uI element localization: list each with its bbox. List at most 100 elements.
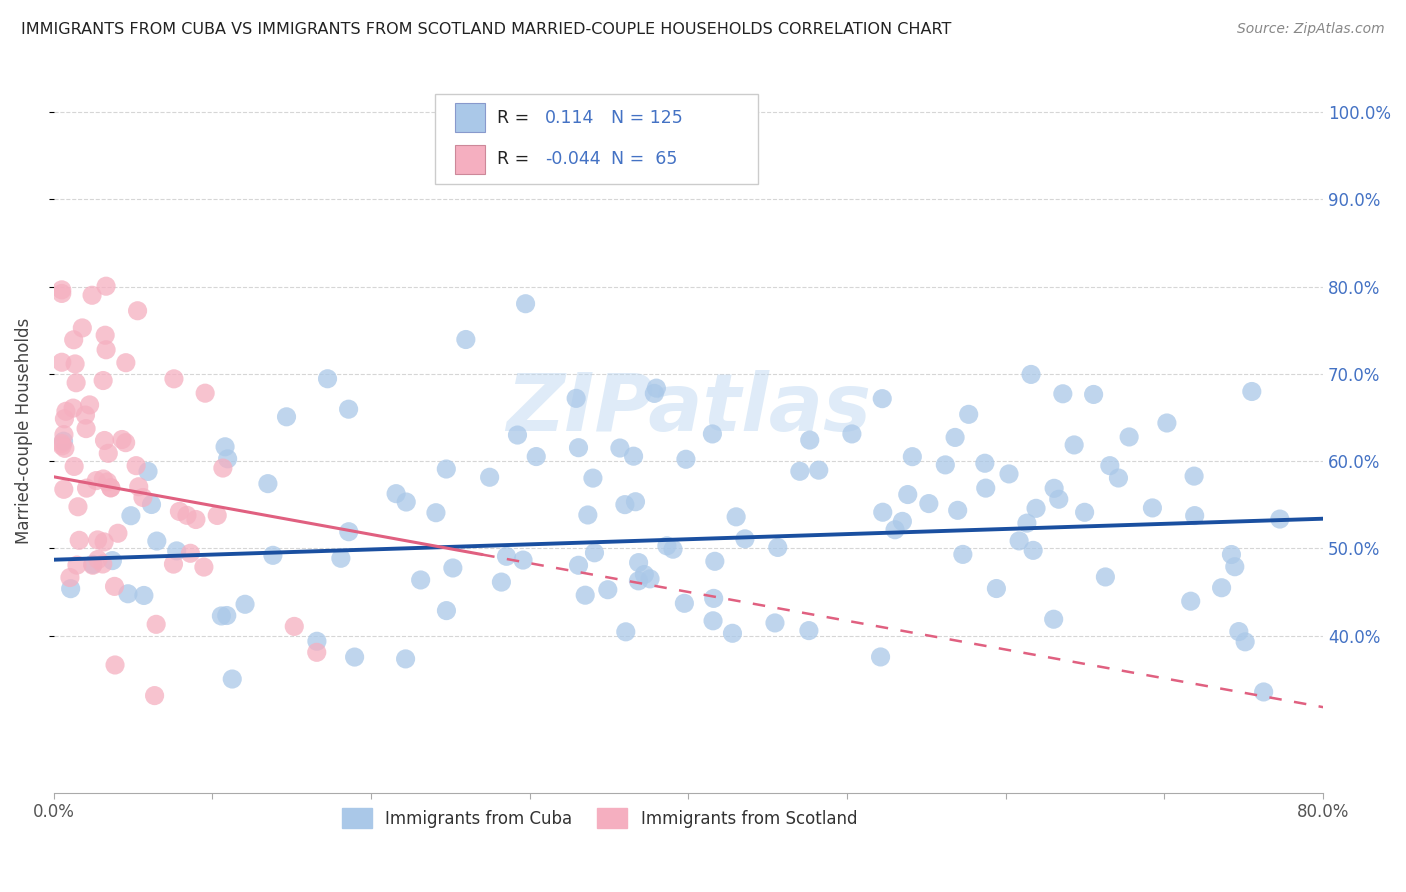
Point bbox=[94, 343, 117, 357]
Point bbox=[478, 470, 501, 484]
Point bbox=[100, 481, 122, 495]
Point bbox=[721, 626, 744, 640]
Point bbox=[128, 480, 150, 494]
Text: -0.044: -0.044 bbox=[546, 150, 600, 169]
Point bbox=[643, 386, 665, 401]
Point bbox=[75, 422, 97, 436]
Point bbox=[53, 442, 76, 456]
Point bbox=[567, 441, 589, 455]
Point bbox=[1182, 469, 1205, 483]
Point bbox=[305, 645, 328, 659]
Point bbox=[91, 557, 114, 571]
Point bbox=[72, 321, 94, 335]
Point bbox=[66, 500, 89, 514]
Point bbox=[51, 286, 73, 301]
FancyBboxPatch shape bbox=[456, 145, 485, 174]
Point bbox=[194, 386, 217, 401]
Point bbox=[101, 553, 124, 567]
Point bbox=[169, 504, 191, 518]
Point bbox=[703, 591, 725, 606]
Point bbox=[136, 465, 159, 479]
Point bbox=[702, 614, 724, 628]
Text: ZIPatlas: ZIPatlas bbox=[506, 370, 870, 448]
Point bbox=[425, 506, 447, 520]
Text: IMMIGRANTS FROM CUBA VS IMMIGRANTS FROM SCOTLAND MARRIED-COUPLE HOUSEHOLDS CORRE: IMMIGRANTS FROM CUBA VS IMMIGRANTS FROM … bbox=[21, 22, 952, 37]
Point bbox=[145, 617, 167, 632]
Point bbox=[609, 441, 631, 455]
Point bbox=[305, 634, 328, 648]
Point bbox=[276, 409, 298, 424]
Point bbox=[901, 450, 924, 464]
Point bbox=[1220, 548, 1243, 562]
Point bbox=[613, 498, 636, 512]
Point bbox=[262, 549, 284, 563]
Point bbox=[52, 483, 75, 497]
Point bbox=[799, 433, 821, 447]
Point bbox=[957, 408, 980, 422]
Point bbox=[624, 494, 647, 508]
Point bbox=[974, 481, 997, 495]
Point bbox=[82, 558, 104, 573]
Point bbox=[1211, 581, 1233, 595]
Point bbox=[51, 436, 73, 450]
Point bbox=[623, 449, 645, 463]
Point bbox=[1063, 438, 1085, 452]
Point bbox=[576, 508, 599, 522]
Point bbox=[52, 434, 75, 449]
Point bbox=[283, 619, 305, 633]
Point bbox=[797, 624, 820, 638]
Point bbox=[94, 328, 117, 343]
Point bbox=[662, 542, 685, 557]
Point bbox=[257, 476, 280, 491]
Text: 0.114: 0.114 bbox=[546, 109, 595, 127]
Point bbox=[1073, 505, 1095, 519]
Point bbox=[583, 546, 606, 560]
Point bbox=[93, 434, 115, 448]
Point bbox=[1107, 471, 1129, 485]
Point bbox=[394, 652, 416, 666]
Point bbox=[103, 579, 125, 593]
Point bbox=[59, 582, 82, 596]
Point bbox=[329, 551, 352, 566]
Point bbox=[897, 487, 920, 501]
Point bbox=[117, 587, 139, 601]
Point bbox=[870, 392, 893, 406]
Point bbox=[918, 497, 941, 511]
Point bbox=[53, 412, 76, 426]
Point bbox=[385, 486, 408, 500]
Point bbox=[212, 461, 235, 475]
Point bbox=[209, 609, 232, 624]
Point bbox=[127, 303, 149, 318]
Point bbox=[1268, 512, 1291, 526]
Point bbox=[1008, 533, 1031, 548]
Text: R =: R = bbox=[496, 150, 529, 169]
Point bbox=[512, 553, 534, 567]
Point bbox=[65, 376, 87, 390]
Point bbox=[789, 464, 811, 478]
Point bbox=[67, 533, 90, 548]
Point bbox=[1083, 387, 1105, 401]
Point bbox=[841, 426, 863, 441]
Point bbox=[567, 558, 589, 573]
Point bbox=[655, 539, 678, 553]
Point bbox=[638, 572, 661, 586]
Text: R =: R = bbox=[496, 109, 529, 127]
Point bbox=[62, 333, 84, 347]
Point bbox=[872, 505, 894, 519]
Point bbox=[1223, 559, 1246, 574]
Point bbox=[1156, 416, 1178, 430]
Point bbox=[316, 372, 339, 386]
Point bbox=[146, 534, 169, 549]
Point bbox=[94, 279, 117, 293]
Point bbox=[104, 658, 127, 673]
Y-axis label: Married-couple Households: Married-couple Households bbox=[15, 318, 32, 544]
Point bbox=[51, 283, 73, 297]
Point bbox=[93, 535, 115, 549]
Point bbox=[454, 333, 477, 347]
Point bbox=[63, 357, 86, 371]
Point bbox=[436, 604, 458, 618]
Point bbox=[51, 439, 73, 453]
Point bbox=[1234, 635, 1257, 649]
Text: N =  65: N = 65 bbox=[612, 150, 678, 169]
Point bbox=[807, 463, 830, 477]
